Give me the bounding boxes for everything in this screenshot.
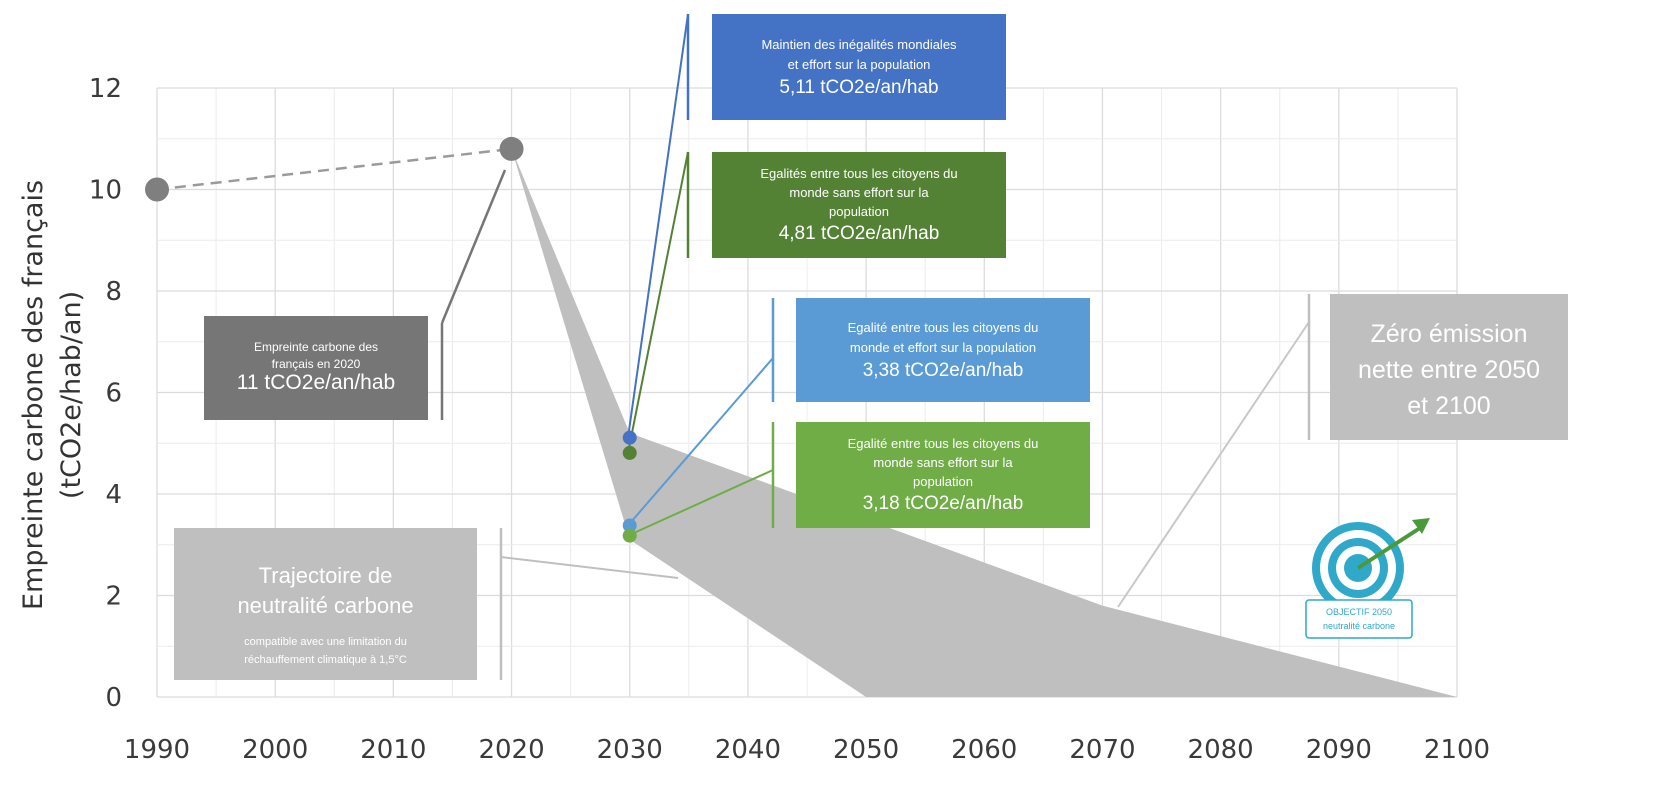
historical-point-1990 — [145, 177, 169, 202]
y-axis-label-line2: (tCO2e/hab/an) — [56, 291, 87, 499]
ann-green-light-box — [796, 422, 1090, 528]
ann-blue-light-line-0: Egalité entre tous les citoyens du — [848, 320, 1039, 335]
ann-blue-dark-box — [712, 14, 1006, 120]
ann-blue-light-box — [796, 298, 1090, 402]
scenario-point-3 — [622, 528, 637, 543]
ann-green-light-value: 3,18 tCO2e/an/hab — [863, 493, 1024, 514]
x-tick-label-2100: 2100 — [1424, 735, 1490, 765]
annotations: Empreinte carbone des français en 202011 … — [174, 14, 1568, 680]
neutrality-band — [511, 148, 1458, 697]
ann-trajectory-box — [174, 528, 477, 680]
ann-green-dark-line-1: monde sans effort sur la — [789, 185, 929, 200]
ann-green-dark: Egalités entre tous les citoyens du monde… — [686, 152, 1006, 258]
ann-2020: Empreinte carbone des français en 202011 … — [204, 169, 507, 420]
x-tick-label-2050: 2050 — [833, 735, 899, 765]
y-tick-label-8: 8 — [105, 277, 122, 307]
tick-labels: 1990 2000 2010 2020 2030 2040 2050 2060 2070 2080… — [89, 74, 1490, 765]
scenario-point-0 — [622, 430, 637, 445]
x-tick-label-2030: 2030 — [597, 735, 663, 765]
ann-trajectory: Trajectoire de neutralité carbone compatib… — [174, 528, 503, 680]
ann-green-light-line-1: monde sans effort sur la — [873, 455, 1013, 470]
ann-zero: Zéro émission nette entre 2050 et 2100 — [1307, 294, 1568, 440]
y-tick-label-10: 10 — [89, 176, 122, 206]
ann-blue-dark: Maintien des inégalités mondiales et effo… — [686, 14, 1006, 120]
neutrality-band-area — [511, 148, 1458, 697]
leader-trajectory — [500, 556, 679, 579]
y-axis-label-line1: Empreinte carbone des français — [18, 180, 49, 610]
y-tick-label-4: 4 — [105, 480, 122, 510]
ann-trajectory-value-line-1: réchauffement climatique à 1,5°C — [244, 654, 407, 666]
ann-2020-line-1: français en 2020 — [272, 357, 361, 371]
series — [145, 136, 637, 543]
x-tick-label-2090: 2090 — [1306, 735, 1372, 765]
ann-green-dark-line-0: Egalités entre tous les citoyens du — [760, 166, 957, 181]
logo-text-0: OBJECTIF 2050 — [1326, 607, 1392, 617]
logo-text-1: neutralité carbone — [1323, 621, 1395, 631]
ann-green-light: Egalité entre tous les citoyens du monde … — [771, 422, 1090, 528]
ann-blue-dark-line-0: Maintien des inégalités mondiales — [761, 37, 957, 52]
ann-2020-box — [204, 316, 428, 420]
annotation-connectors — [500, 13, 1310, 608]
x-tick-label-2060: 2060 — [951, 735, 1017, 765]
ann-2020-line-0: Empreinte carbone des — [254, 340, 378, 354]
leader-blue-light — [627, 357, 774, 527]
y-tick-label-6: 6 — [105, 379, 122, 409]
ann-blue-light: Egalité entre tous les citoyens du monde … — [771, 298, 1090, 402]
target-arrow-head — [1412, 518, 1430, 534]
ann-zero-line-1: nette entre 2050 — [1358, 356, 1540, 384]
y-tick-label-0: 0 — [105, 683, 122, 713]
historical-point-2020 — [499, 136, 524, 161]
target-arrow-icon — [1356, 526, 1422, 570]
ann-blue-dark-value: 5,11 tCO2e/an/hab — [779, 77, 938, 98]
ann-trajectory-value-line-0: compatible avec une limitation du — [244, 636, 407, 648]
ann-green-light-line-0: Egalité entre tous les citoyens du — [848, 436, 1039, 451]
x-tick-label-2000: 2000 — [242, 735, 308, 765]
ann-2020-value: 11 tCO2e/an/hab — [237, 371, 395, 394]
x-tick-label-2040: 2040 — [715, 735, 781, 765]
target-logo: OBJECTIF 2050 neutralité carbone — [1305, 518, 1430, 639]
scenario-point-1 — [622, 445, 637, 460]
ann-green-dark-box — [712, 152, 1006, 258]
x-tick-label-2080: 2080 — [1188, 735, 1254, 765]
leader-zero — [1117, 321, 1310, 608]
logo-badge — [1305, 599, 1413, 639]
leader-green-dark — [627, 151, 689, 454]
ann-zero-line-0: Zéro émission — [1371, 320, 1528, 348]
ann-blue-light-line-1: monde et effort sur la population — [850, 340, 1036, 355]
x-tick-label-2020: 2020 — [478, 735, 544, 765]
x-tick-label-2010: 2010 — [360, 735, 426, 765]
ann-trajectory-line-0: Trajectoire de — [259, 563, 393, 588]
ann-blue-light-value: 3,38 tCO2e/an/hab — [863, 360, 1024, 381]
ann-zero-box — [1330, 294, 1568, 440]
x-tick-label-2070: 2070 — [1069, 735, 1135, 765]
y-tick-label-2: 2 — [105, 582, 122, 612]
x-tick-label-1990: 1990 — [124, 735, 190, 765]
ann-trajectory-line-1: neutralité carbone — [237, 593, 413, 618]
ann-blue-dark-line-1: et effort sur la population — [788, 57, 931, 72]
ann-2020-bracket-1 — [440, 169, 507, 324]
ann-green-dark-value: 4,81 tCO2e/an/hab — [779, 223, 940, 244]
leader-blue-dark — [627, 13, 689, 438]
y-tick-label-12: 12 — [89, 74, 122, 104]
historical-line — [156, 147, 512, 191]
ann-green-dark-line-2: population — [829, 204, 889, 219]
leader-green-light — [627, 469, 774, 537]
ann-green-light-line-2: population — [913, 474, 973, 489]
scenario-point-2 — [622, 518, 637, 533]
ann-zero-line-2: et 2100 — [1407, 392, 1490, 420]
